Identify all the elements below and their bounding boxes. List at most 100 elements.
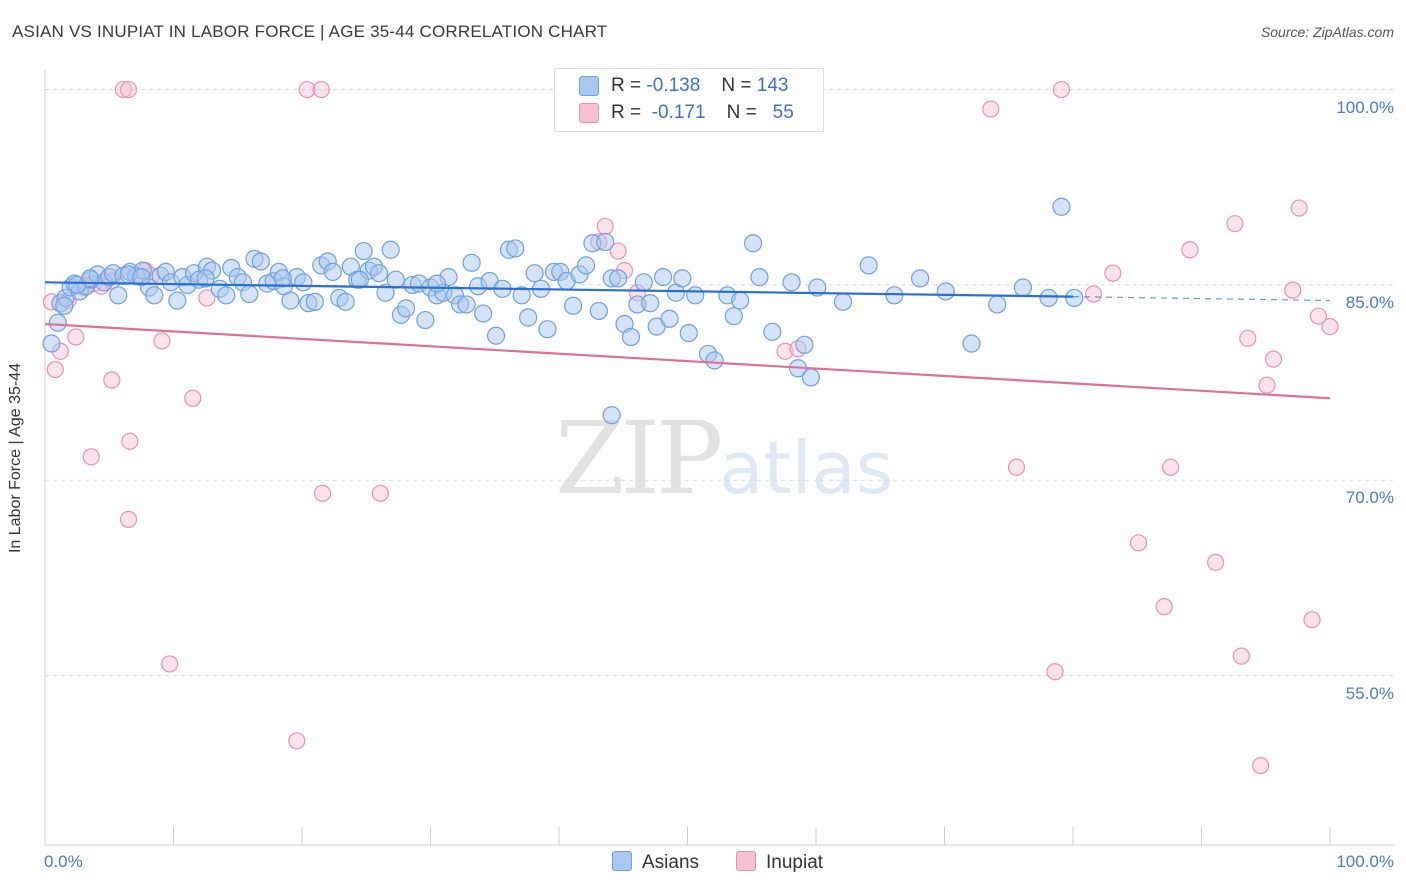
asians-point (48, 313, 67, 332)
watermark: ZIPatlas (555, 400, 893, 517)
legend-r-label: R = (611, 75, 642, 96)
stats-legend: R = -0.138 N = 143 R = -0.171 N = 55 (554, 68, 824, 132)
asians-points (42, 197, 1084, 425)
legend-r-value: -0.171 (651, 102, 706, 123)
y-tick-label: 55.0% (1345, 683, 1394, 703)
asians-point (724, 307, 743, 326)
asians-point (305, 292, 324, 311)
inupiat-point (1104, 264, 1122, 282)
inupiat-point (298, 80, 316, 99)
y-axis-label: In Labor Force | Age 35-44 (7, 362, 24, 554)
inupiat-point (119, 80, 138, 99)
asians-point (1065, 288, 1084, 308)
asians-point (833, 292, 853, 311)
asians-point (679, 324, 698, 343)
legend-n-label: N = (721, 75, 752, 96)
inupiat-point (313, 484, 332, 502)
asians-point (782, 273, 801, 292)
asians-swatch (579, 75, 599, 96)
inupiat-point (1232, 647, 1250, 665)
asians-point (634, 273, 653, 292)
asians-point (705, 351, 724, 370)
inupiat-point (1155, 598, 1173, 616)
asians-point (910, 269, 930, 288)
asians-point (281, 291, 300, 310)
inupiat-trend-line (44, 322, 1331, 400)
inupiat-point (1258, 376, 1276, 394)
watermark-atlas: atlas (719, 426, 894, 510)
asians-point (621, 327, 641, 347)
legend-item-inupiat[interactable]: Inupiat (736, 850, 823, 874)
inupiat-point (1046, 663, 1064, 681)
inupiat-point (1226, 215, 1244, 233)
asians-point (217, 286, 236, 305)
legend-row-asians: R = -0.138 N = 143 (579, 75, 788, 99)
asians-point (512, 286, 531, 305)
asians-point (589, 301, 608, 321)
asians-point (506, 239, 525, 258)
inupiat-point (67, 328, 85, 346)
legend-r-value: -0.138 (646, 75, 701, 96)
inupiat-point (1007, 458, 1026, 476)
inupiat-point (1290, 199, 1308, 217)
asians-point (564, 296, 583, 315)
asians-point (457, 295, 476, 314)
legend-item-asians[interactable]: Asians (612, 850, 699, 874)
asians-point (486, 326, 506, 345)
asians-point (795, 335, 814, 354)
asians-point (602, 406, 621, 425)
inupiat-point (1162, 458, 1180, 476)
asians-point (273, 269, 292, 288)
asians-point (462, 253, 481, 272)
inupiat-point (119, 510, 138, 528)
axes (44, 70, 1395, 846)
asians-point (750, 268, 769, 287)
asians-point (55, 296, 74, 315)
asians-point (416, 310, 435, 330)
inupiat-swatch (579, 102, 599, 123)
asians-point (519, 308, 538, 327)
x-tick-label: 0.0% (44, 852, 83, 871)
asians-point (962, 334, 981, 353)
trend-lines (44, 281, 1331, 400)
inupiat-point (1239, 329, 1257, 347)
asians-point (673, 269, 692, 288)
asians-point (196, 269, 215, 288)
asians-point (370, 264, 389, 283)
asians-trend-extension (1072, 296, 1331, 302)
legend-n-label: N = (726, 102, 757, 123)
asians-point (686, 286, 705, 305)
inupiat-point (198, 289, 216, 307)
inupiat-point (82, 448, 100, 466)
asians-point (381, 240, 400, 259)
inupiat-point (114, 80, 132, 99)
inupiat-point (184, 389, 202, 407)
asians-point (427, 274, 447, 293)
inupiat-point (103, 371, 121, 389)
asians-point (376, 283, 395, 302)
asians-point (885, 286, 904, 305)
asians-point (801, 368, 820, 387)
inupiat-point (1303, 611, 1321, 629)
asians-point (808, 278, 827, 297)
y-tick-label: 70.0% (1345, 488, 1394, 508)
asians-point (109, 286, 128, 305)
asians-point (641, 294, 660, 313)
asians-point (80, 269, 100, 288)
asians-point (538, 320, 557, 339)
asians-point (596, 232, 615, 252)
asians-point (576, 256, 596, 275)
asians-point (294, 273, 313, 292)
asians-point (132, 268, 151, 287)
x-tick-label: 100.0% (1336, 852, 1394, 871)
legend-r-label: R = (611, 102, 642, 123)
inupiat-point (312, 80, 330, 99)
inupiat-point (1129, 534, 1148, 552)
asians-point (336, 292, 355, 311)
inupiat-point (1052, 80, 1071, 99)
asians-point (609, 269, 628, 288)
asians-legend-swatch (612, 850, 632, 871)
asians-point (653, 268, 673, 287)
asians-trend-line (44, 281, 1074, 298)
asians-point (988, 295, 1007, 314)
